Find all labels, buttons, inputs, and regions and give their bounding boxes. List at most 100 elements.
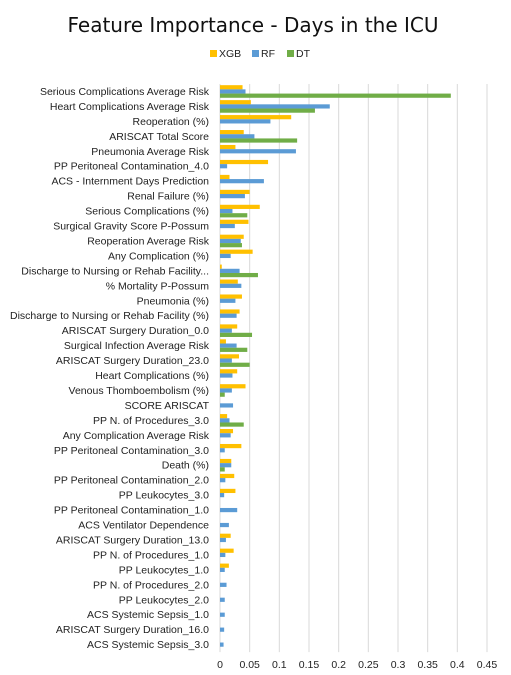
bar-xgb [220,279,238,284]
bar-xgb [220,219,249,224]
category-label: ARISCAT Surgery Duration_16.0 [56,624,209,636]
legend-label-rf: RF [261,48,275,60]
bars [220,85,451,647]
legend-swatch-xgb [210,50,217,57]
bar-rf [220,537,226,543]
bar-xgb [220,324,238,329]
bar-xgb [220,354,239,359]
bar-xgb [220,339,226,344]
category-label: PP Leukocytes_2.0 [119,594,209,606]
category-label: Pneumonia Average Risk [91,146,209,158]
bar-rf [220,582,227,587]
bar-rf [220,298,236,303]
bar-rf [220,388,232,393]
category-label: ACS - Internment Days Prediction [51,176,209,188]
bar-xgb [220,189,250,195]
bar-dt [220,213,248,218]
bar-xgb [220,443,242,449]
x-tick-label: 0.15 [299,659,320,671]
bar-dt [220,243,242,248]
category-label: Heart Complications (%) [95,370,209,382]
category-label: Discharge to Nursing or Rehab Facility..… [21,265,209,277]
bar-rf [220,418,230,423]
legend-swatch-rf [252,50,259,57]
category-label: Discharge to Nursing or Rehab Facility (… [10,310,209,322]
bar-xgb [220,294,242,299]
category-label: PP Peritoneal Contamination_1.0 [54,505,209,517]
chart-title: Feature Importance - Days in the ICU [67,13,438,37]
bar-dt [220,272,258,278]
bar-xgb [220,473,235,479]
bar-rf [220,358,232,363]
category-label: ARISCAT Surgery Duration_0.0 [62,325,209,337]
category-label: PP Leukocytes_1.0 [119,564,209,576]
bar-xgb [220,85,243,90]
category-label: Venous Thomboembolism (%) [69,385,209,397]
x-axis-ticks: 0 0.05 0.1 0.15 0.2 0.25 0.3 0.35 0.4 0.45 [217,659,497,671]
category-label: Surgical Gravity Score P-Possum [53,221,209,233]
bar-xgb [220,234,244,239]
bar-xgb [220,369,238,374]
legend: XGB RF DT [210,48,311,60]
category-label: PP Peritoneal Contamination_4.0 [54,161,209,173]
bar-rf [220,448,225,453]
bar-xgb [220,249,253,254]
category-label: Any Complication Average Risk [63,430,210,442]
category-label: Serious Complications (%) [85,206,209,218]
bar-dt [220,108,315,113]
bar-xgb [220,309,240,314]
category-label: Death (%) [162,460,209,472]
bar-dt [220,332,253,337]
legend-swatch-dt [287,50,294,57]
bar-rf [220,567,225,572]
bar-xgb [220,204,260,209]
bar-dt [220,138,298,143]
bar-xgb [220,548,234,553]
bar-rf [220,164,228,169]
category-label: ARISCAT Total Score [109,131,209,143]
category-label: ACS Systemic Sepsis_1.0 [87,609,209,621]
category-label: % Mortality P-Possum [106,280,210,292]
category-label: Renal Failure (%) [127,191,209,203]
x-tick-label: 0.2 [331,659,346,671]
category-labels: Serious Complications Average Risk Heart … [10,86,210,651]
bar-rf [220,552,226,558]
category-label: Serious Complications Average Risk [40,86,210,98]
bar-xgb [220,159,269,165]
category-label: PP Peritoneal Contamination_3.0 [54,445,209,457]
bar-rf [220,134,255,139]
category-label: PP Leukocytes_3.0 [119,490,209,502]
bar-rf [220,522,229,528]
bar-dt [220,347,248,352]
category-label: ARISCAT Surgery Duration_23.0 [56,355,209,367]
bar-rf [220,149,296,154]
bar-xgb [220,144,236,150]
category-label: Any Complication (%) [108,250,209,262]
bar-xgb [220,414,228,419]
bar-xgb [220,130,244,135]
bar-dt [220,467,225,472]
legend-label-xgb: XGB [219,48,241,60]
bar-rf [220,373,233,378]
category-label: PP Peritoneal Contamination_2.0 [54,475,209,487]
x-tick-label: 0.3 [391,659,406,671]
category-label: Reoperation (%) [133,116,209,128]
bar-rf [220,597,225,602]
category-label: Surgical Infection Average Risk [64,340,210,352]
bar-rf [220,179,264,184]
bar-xgb [220,429,234,434]
bar-rf [220,328,232,333]
bar-dt [220,422,244,427]
bar-rf [220,403,234,408]
bar-rf [220,89,246,94]
x-tick-label: 0 [217,659,223,671]
bar-rf [220,463,232,468]
category-label: PP N. of Procedures_2.0 [93,579,209,591]
bar-rf [220,627,225,632]
bar-rf [220,238,241,244]
category-label: ACS Systemic Sepsis_3.0 [87,639,209,651]
bar-rf [220,268,240,273]
category-label: Heart Complications Average Risk [50,101,210,113]
